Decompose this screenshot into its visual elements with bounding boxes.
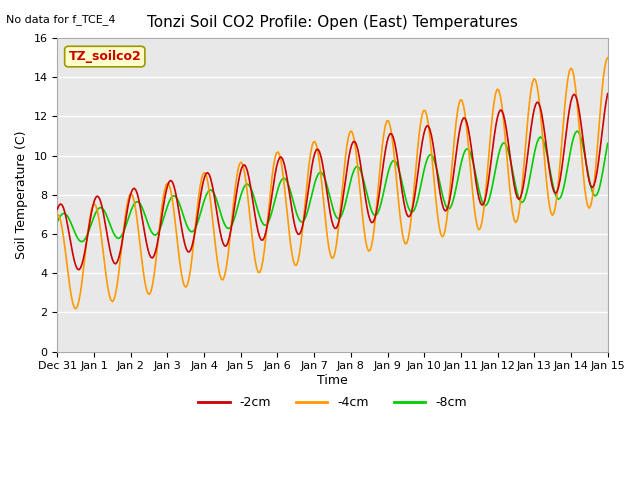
Y-axis label: Soil Temperature (C): Soil Temperature (C): [15, 131, 28, 259]
Text: No data for f_TCE_4: No data for f_TCE_4: [6, 14, 116, 25]
X-axis label: Time: Time: [317, 374, 348, 387]
Title: Tonzi Soil CO2 Profile: Open (East) Temperatures: Tonzi Soil CO2 Profile: Open (East) Temp…: [147, 15, 518, 30]
Text: TZ_soilco2: TZ_soilco2: [68, 50, 141, 63]
Legend: -2cm, -4cm, -8cm: -2cm, -4cm, -8cm: [193, 391, 472, 414]
